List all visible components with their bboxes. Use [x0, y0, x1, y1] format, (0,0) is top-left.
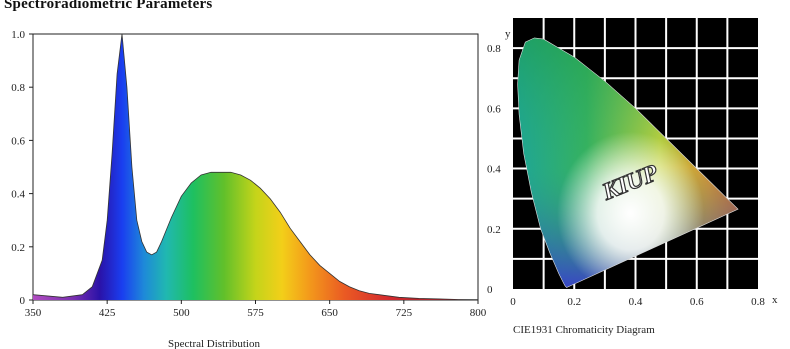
spectral-x-tick-label: 575: [247, 307, 264, 319]
cie-x-tick-label: 0.2: [567, 296, 581, 308]
cie-x-tick-label: 0.8: [751, 296, 765, 308]
page-title: Spectroradiometric Parameters: [4, 0, 213, 12]
spectral-y-tick-label: 0.6: [11, 135, 25, 147]
spectral-x-tick-label: 425: [99, 307, 116, 319]
cie-y-tick-label: 0.8: [487, 43, 501, 55]
spectral-chart: 350 425 500 575 650 725 800 0 0.2 0.4 0.6 0.8 1.0 S…: [11, 29, 487, 349]
spectral-y-tick-label: 1.0: [11, 29, 25, 41]
spectral-x-tick-label: 725: [396, 307, 413, 319]
spectral-locus-outline: [517, 37, 739, 288]
spectral-curve: [32, 33, 479, 301]
spectral-x-tick-label: 650: [321, 307, 338, 319]
cie-x-tick-label: 0: [510, 296, 516, 308]
spectral-caption: Spectral Distribution: [168, 338, 260, 349]
spectral-y-tick-label: 0.4: [11, 189, 25, 201]
cie-y-tick-label: 0.2: [487, 224, 501, 236]
cie-x-tick-label: 0.4: [629, 296, 643, 308]
cie-x-axis-label: x: [772, 294, 778, 306]
cie-y-tick-label: 0.6: [487, 103, 501, 115]
spectral-y-tick-label: 0.8: [11, 82, 25, 94]
cie-caption: CIE1931 Chromaticity Diagram: [513, 324, 655, 336]
spectral-x-tick-label: 350: [25, 307, 42, 319]
cie-y-tick-label: 0.4: [487, 164, 501, 176]
spectral-area: [33, 34, 478, 300]
spectral-y-tick-label: 0: [20, 295, 26, 307]
spectral-x-tick-label: 800: [470, 307, 487, 319]
cie-y-axis-label: y: [505, 28, 511, 40]
cie-y-tick-label: 0: [487, 284, 493, 296]
cie-chart: KIUP 0 0.2 0.4 0.6 0.8 00.20.40.60.8 x y CIE…: [487, 18, 778, 336]
cie-x-tick-label: 0.6: [690, 296, 704, 308]
spectral-y-tick-label: 0.2: [11, 242, 25, 254]
spectral-x-tick-label: 500: [173, 307, 190, 319]
